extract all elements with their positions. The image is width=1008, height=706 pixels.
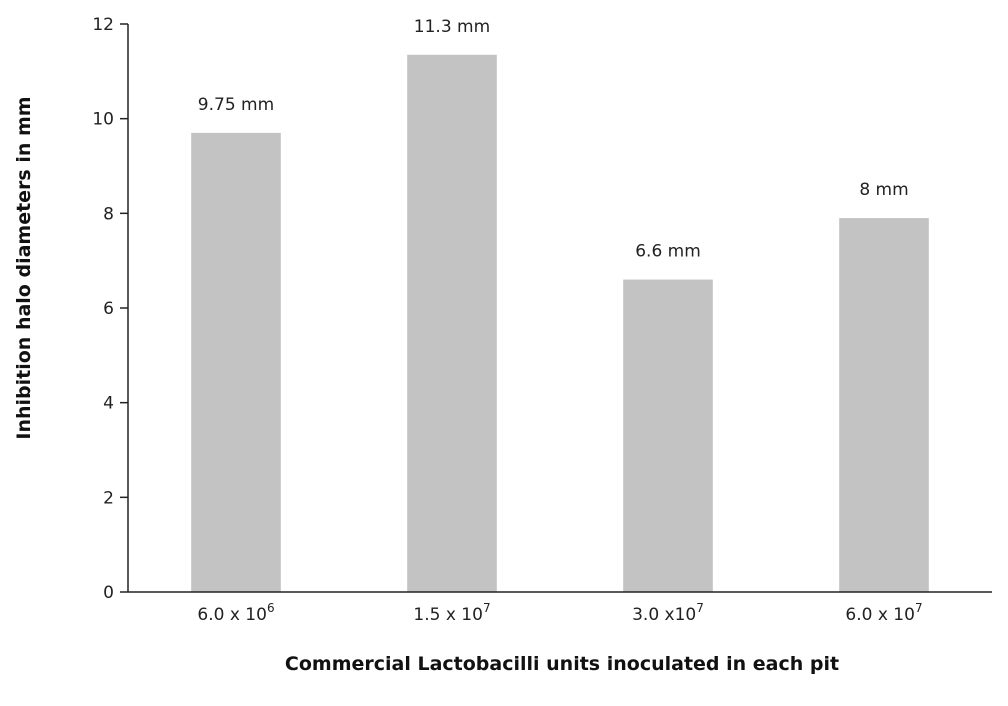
bar [407,54,497,593]
data-label: 9.75 mm [198,95,274,115]
y-tick-label: 0 [103,583,114,603]
category-label: 3.0 x107 [632,601,704,625]
y-tick-label: 6 [103,299,114,319]
data-label: 8 mm [859,180,908,200]
x-axis-title: Commercial Lactobacilli units inoculated… [285,653,839,675]
bar [191,132,281,592]
y-axis-title: Inhibition halo diameters in mm [13,96,35,439]
category-exponent: 6 [267,601,275,615]
category-label: 1.5 x 107 [413,601,490,625]
y-tick-label: 12 [92,15,114,35]
y-tick-label: 8 [103,204,114,224]
bars-layer [191,54,929,593]
category-exponent: 7 [483,601,491,615]
category-label: 6.0 x 106 [197,601,274,625]
category-base: 3.0 x10 [632,605,696,625]
category-label: 6.0 x 107 [845,601,922,625]
category-base: 1.5 x 10 [413,605,483,625]
data-label: 11.3 mm [414,17,490,37]
bar [623,279,713,592]
y-tick-label: 10 [92,110,114,130]
bar [839,218,929,593]
category-exponent: 7 [915,601,923,615]
category-labels: 6.0 x 106 1.5 x 107 3.0 x107 6.0 x 107 [197,601,922,625]
data-label: 6.6 mm [635,242,701,262]
category-base: 6.0 x 10 [197,605,267,625]
y-ticks: 0 2 4 6 8 10 12 [92,15,128,603]
y-tick-label: 4 [103,394,114,414]
category-exponent: 7 [696,601,704,615]
y-tick-label: 2 [103,488,114,508]
category-base: 6.0 x 10 [845,605,915,625]
data-labels: 9.75 mm 11.3 mm 6.6 mm 8 mm [198,17,909,262]
